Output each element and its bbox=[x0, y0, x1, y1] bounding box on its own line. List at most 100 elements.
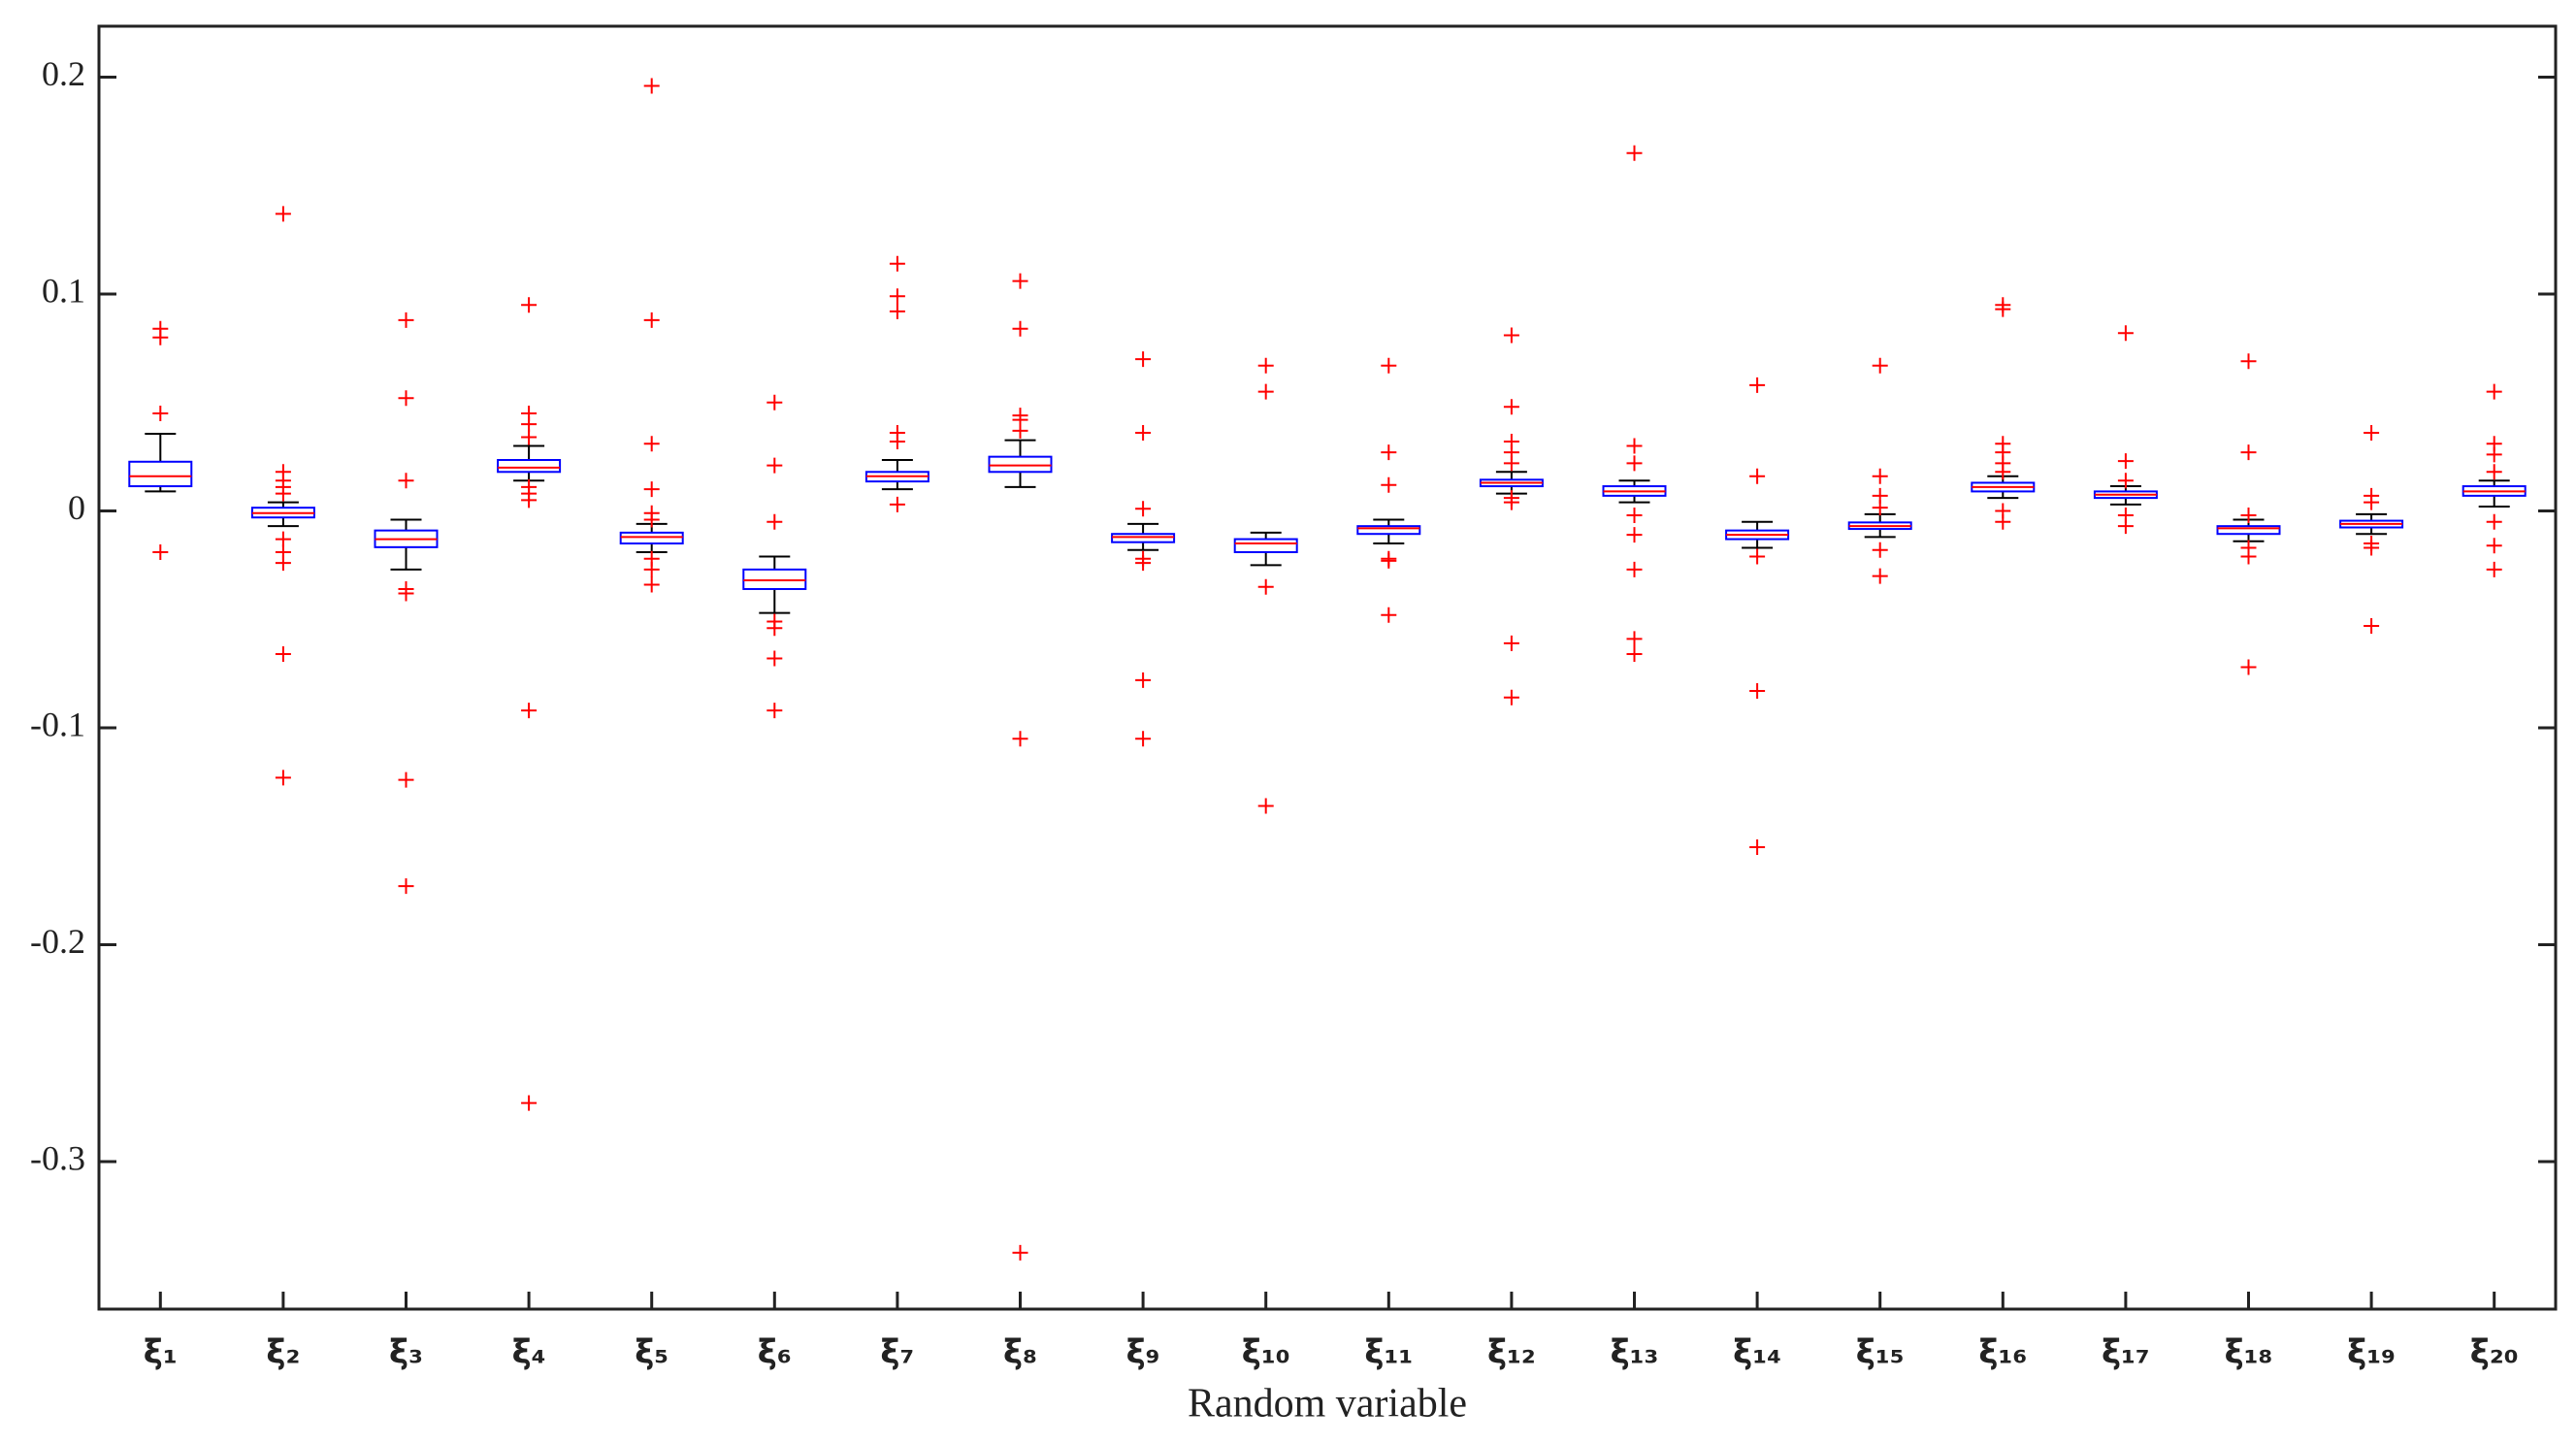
outlier bbox=[766, 620, 783, 637]
outlier bbox=[1135, 672, 1152, 688]
outlier bbox=[2240, 507, 2257, 523]
outlier bbox=[1872, 568, 1888, 584]
x-tick-label: ξ₈ bbox=[1003, 1333, 1037, 1372]
outlier bbox=[889, 288, 905, 305]
outlier bbox=[275, 485, 291, 502]
x-tick-label: ξ₁₁ bbox=[1364, 1333, 1413, 1372]
x-tick-label: ξ₁₃ bbox=[1611, 1333, 1659, 1372]
x-tick-label: ξ₁₉ bbox=[2347, 1333, 2396, 1372]
x-tick-label: ξ₄ bbox=[512, 1333, 546, 1372]
outlier bbox=[1135, 555, 1152, 572]
outlier bbox=[1503, 327, 1519, 344]
outlier bbox=[398, 771, 414, 788]
outlier bbox=[275, 206, 291, 222]
outlier bbox=[1995, 464, 2011, 480]
outlier bbox=[1381, 607, 1397, 623]
outlier bbox=[1381, 444, 1397, 461]
x-tick-label: ξ₁₂ bbox=[1487, 1333, 1536, 1372]
outlier bbox=[1626, 507, 1643, 523]
outlier bbox=[1257, 578, 1274, 595]
outlier bbox=[2240, 353, 2257, 370]
x-tick-label: ξ₂₀ bbox=[2470, 1333, 2519, 1372]
outlier bbox=[1012, 422, 1028, 439]
outlier bbox=[1626, 438, 1643, 454]
outlier bbox=[2364, 540, 2380, 556]
y-tick-label: 0.1 bbox=[42, 271, 85, 310]
x-tick-label: ξ₁₅ bbox=[1856, 1333, 1905, 1372]
outlier bbox=[398, 585, 414, 602]
outlier bbox=[1381, 476, 1397, 493]
x-tick-label: ξ₂ bbox=[266, 1333, 300, 1372]
x-tick-label: ξ₁₀ bbox=[1242, 1333, 1290, 1372]
outlier bbox=[1503, 494, 1519, 510]
outlier bbox=[2486, 561, 2502, 577]
box bbox=[1111, 533, 1176, 543]
outlier bbox=[521, 492, 538, 509]
outlier bbox=[2117, 453, 2134, 470]
outlier bbox=[521, 429, 538, 445]
outlier bbox=[1749, 377, 1766, 393]
outlier bbox=[2486, 513, 2502, 530]
outlier bbox=[1749, 683, 1766, 700]
outlier bbox=[889, 255, 905, 272]
outlier bbox=[2364, 494, 2380, 510]
box bbox=[497, 458, 562, 474]
outlier bbox=[2486, 538, 2502, 554]
outlier bbox=[1012, 1244, 1028, 1261]
x-tick-label: ξ₁₄ bbox=[1733, 1333, 1781, 1372]
outlier bbox=[2117, 325, 2134, 342]
box bbox=[1356, 525, 1421, 536]
outlier bbox=[1995, 301, 2011, 317]
x-tick-label: ξ₁ bbox=[144, 1333, 178, 1372]
outlier bbox=[1872, 468, 1888, 484]
outlier bbox=[1012, 320, 1028, 337]
outlier bbox=[643, 436, 660, 452]
x-tick-label: ξ₉ bbox=[1126, 1333, 1160, 1372]
y-tick-label: -0.1 bbox=[30, 705, 85, 743]
outlier bbox=[1135, 501, 1152, 517]
outlier bbox=[2486, 464, 2502, 480]
outlier bbox=[521, 416, 538, 433]
outlier bbox=[889, 496, 905, 512]
outlier bbox=[643, 312, 660, 328]
x-tick-label: ξ₁₇ bbox=[2102, 1333, 2150, 1372]
outlier bbox=[1257, 383, 1274, 400]
outlier bbox=[2486, 383, 2502, 400]
x-tick-label: ξ₆ bbox=[758, 1333, 792, 1372]
outlier bbox=[398, 390, 414, 407]
outlier bbox=[1872, 357, 1888, 374]
x-tick-label: ξ₇ bbox=[880, 1333, 914, 1372]
box bbox=[742, 568, 807, 590]
outlier bbox=[1626, 646, 1643, 663]
outlier bbox=[643, 511, 660, 528]
outlier bbox=[398, 312, 414, 328]
y-tick-label: 0.2 bbox=[42, 54, 85, 93]
outlier bbox=[2117, 473, 2134, 489]
outlier bbox=[1626, 455, 1643, 472]
outlier bbox=[521, 1095, 538, 1111]
outlier bbox=[275, 770, 291, 786]
outlier bbox=[766, 650, 783, 667]
outlier bbox=[1626, 527, 1643, 543]
outlier bbox=[1626, 145, 1643, 161]
outlier bbox=[766, 513, 783, 530]
plot-frame bbox=[97, 24, 2558, 1311]
outlier bbox=[1381, 552, 1397, 569]
outlier bbox=[643, 576, 660, 593]
box bbox=[128, 460, 193, 488]
outlier bbox=[398, 473, 414, 489]
outlier bbox=[2117, 518, 2134, 535]
outlier bbox=[1012, 731, 1028, 747]
x-tick-label: ξ₁₆ bbox=[1978, 1333, 2027, 1372]
outlier bbox=[1503, 455, 1519, 472]
outlier bbox=[2364, 617, 2380, 634]
outlier bbox=[1135, 351, 1152, 368]
outlier bbox=[1503, 635, 1519, 651]
box bbox=[619, 531, 684, 545]
outlier bbox=[643, 481, 660, 498]
y-tick-label: 0 bbox=[68, 488, 85, 527]
outlier bbox=[1626, 631, 1643, 647]
outlier bbox=[2486, 446, 2502, 463]
outlier bbox=[2364, 425, 2380, 442]
